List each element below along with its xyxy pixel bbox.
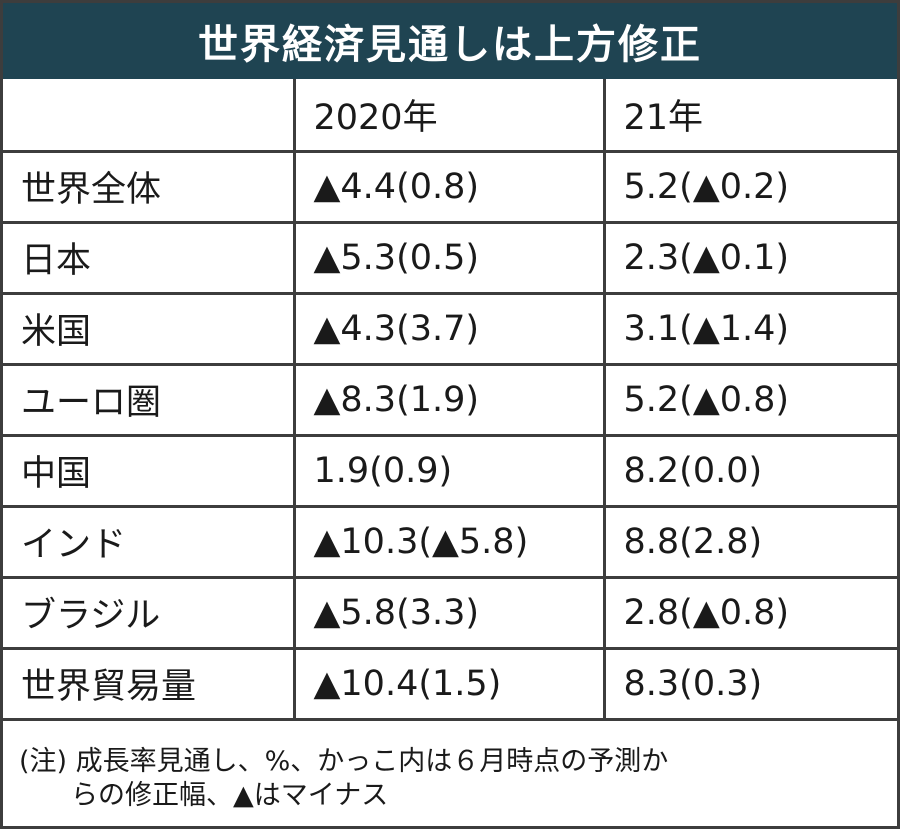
footnote-line-1: (注) 成長率見通し、%、かっこ内は６月時点の予測か xyxy=(19,746,669,777)
table-row: インド ▲10.3(▲5.8) 8.8(2.8) xyxy=(3,506,897,579)
value-2020: ▲10.4(1.5) xyxy=(294,648,606,721)
table-row: 世界全体 ▲4.4(0.8) 5.2(▲0.2) xyxy=(3,151,897,224)
page-title: 世界経済見通しは上方修正 xyxy=(3,3,897,79)
table-row: ユーロ圏 ▲8.3(1.9) 5.2(▲0.8) xyxy=(3,364,897,437)
header-cell-2021: 21年 xyxy=(604,79,897,153)
value-2020: ▲5.8(3.3) xyxy=(294,577,606,650)
table-row: ブラジル ▲5.8(3.3) 2.8(▲0.8) xyxy=(3,577,897,650)
row-label: インド xyxy=(3,506,296,579)
row-label: 米国 xyxy=(3,293,296,366)
value-2021: 2.8(▲0.8) xyxy=(604,577,897,650)
header-cell-2020: 2020年 xyxy=(294,79,606,153)
row-label: 世界全体 xyxy=(3,151,296,224)
value-2020: ▲10.3(▲5.8) xyxy=(294,506,606,579)
table-row: 米国 ▲4.3(3.7) 3.1(▲1.4) xyxy=(3,293,897,366)
table-row: 中国 1.9(0.9) 8.2(0.0) xyxy=(3,435,897,508)
forecast-table: 2020年 21年 世界全体 ▲4.4(0.8) 5.2(▲0.2) 日本 ▲5… xyxy=(3,79,897,721)
value-2020: ▲4.3(3.7) xyxy=(294,293,606,366)
row-label: 日本 xyxy=(3,222,296,295)
row-label: ユーロ圏 xyxy=(3,364,296,437)
row-label: ブラジル xyxy=(3,577,296,650)
value-2021: 3.1(▲1.4) xyxy=(604,293,897,366)
table-row: 日本 ▲5.3(0.5) 2.3(▲0.1) xyxy=(3,222,897,295)
value-2021: 8.2(0.0) xyxy=(604,435,897,508)
value-2021: 5.2(▲0.2) xyxy=(604,151,897,224)
value-2020: ▲8.3(1.9) xyxy=(294,364,606,437)
row-label: 中国 xyxy=(3,435,296,508)
value-2021: 5.2(▲0.8) xyxy=(604,364,897,437)
value-2021: 2.3(▲0.1) xyxy=(604,222,897,295)
value-2020: 1.9(0.9) xyxy=(294,435,606,508)
value-2021: 8.8(2.8) xyxy=(604,506,897,579)
table-header-row: 2020年 21年 xyxy=(3,79,897,153)
value-2020: ▲5.3(0.5) xyxy=(294,222,606,295)
value-2021: 8.3(0.3) xyxy=(604,648,897,721)
value-2020: ▲4.4(0.8) xyxy=(294,151,606,224)
table-row: 世界貿易量 ▲10.4(1.5) 8.3(0.3) xyxy=(3,648,897,721)
footnote-line-2: らの修正幅、▲はマイナス xyxy=(71,780,389,811)
header-cell-empty xyxy=(3,79,296,153)
footnote: (注) 成長率見通し、%、かっこ内は６月時点の予測か らの修正幅、▲はマイナス xyxy=(19,745,885,813)
row-label: 世界貿易量 xyxy=(3,648,296,721)
